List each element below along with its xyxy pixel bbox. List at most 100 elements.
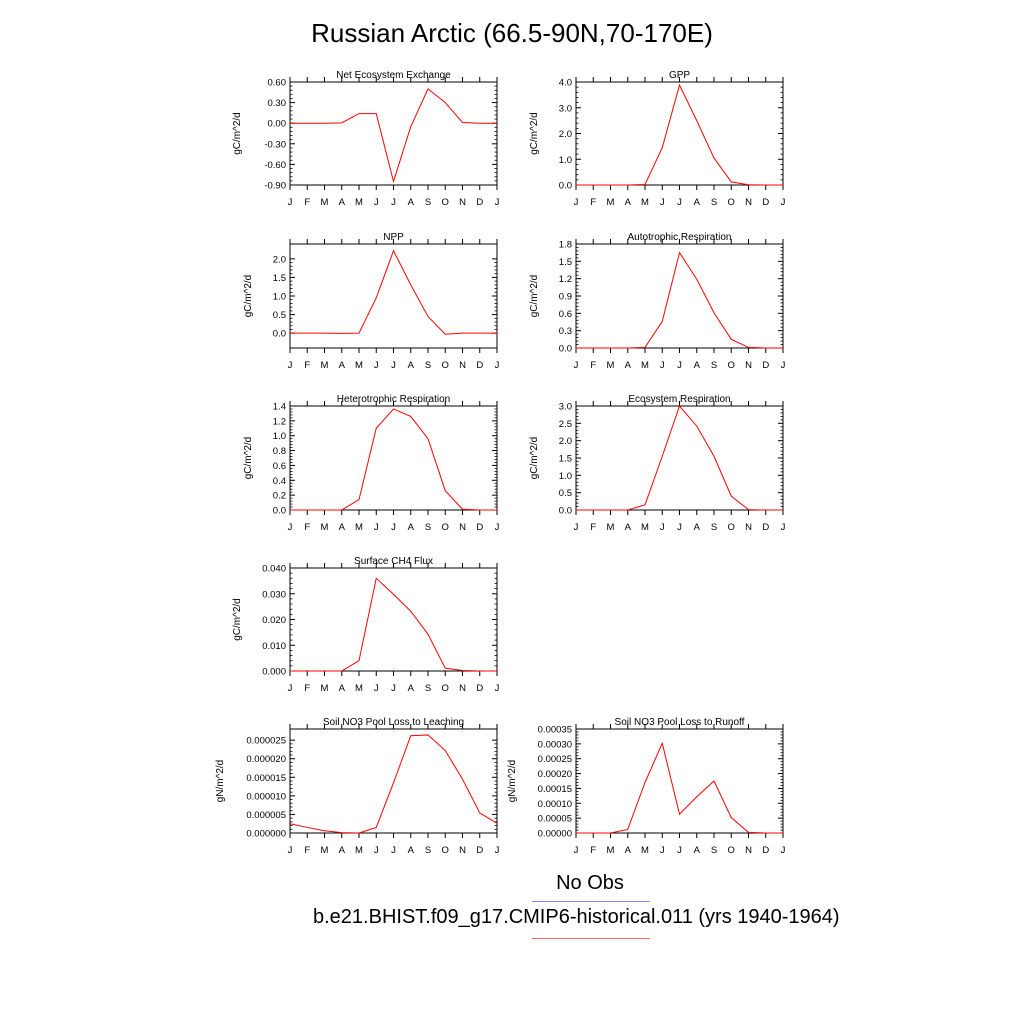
x-tick-label: N [745, 197, 752, 208]
x-tick-label: A [408, 845, 415, 856]
x-tick-label: M [355, 845, 363, 856]
y-tick-label: 0.0 [559, 506, 572, 517]
plot-frame [575, 728, 784, 834]
x-tick-label: F [304, 522, 310, 533]
y-axis-label: gC/m^2/d [529, 275, 540, 318]
y-axis-label: gN/m^2/d [215, 760, 226, 803]
y-axis-label: gN/m^2/d [507, 760, 518, 803]
x-tick-label: S [425, 522, 431, 533]
x-tick-label: J [677, 845, 682, 856]
x-tick-label: M [321, 360, 329, 371]
y-tick-label: 2.0 [559, 129, 572, 140]
plot-frame [575, 243, 784, 349]
x-tick-label: J [374, 522, 379, 533]
y-tick-label: 0.00010 [538, 799, 572, 810]
x-tick-label: F [590, 197, 596, 208]
x-tick-label: M [641, 197, 649, 208]
legend-obs-line [532, 901, 650, 902]
chart-panel-6: Ecosystem Respiration gC/m^2/d 0.0 0.5 1.0 1.… [529, 394, 785, 533]
x-tick-label: J [288, 845, 293, 856]
y-tick-label: 0.010 [262, 641, 286, 652]
x-tick-label: J [391, 683, 396, 694]
x-tick-label: N [459, 522, 466, 533]
x-tick-label: O [442, 360, 449, 371]
x-tick-label: J [574, 197, 579, 208]
x-tick-label: O [442, 522, 449, 533]
x-tick-label: J [288, 683, 293, 694]
plot-frame [289, 567, 498, 672]
x-tick-label: J [391, 845, 396, 856]
x-tick-label: N [459, 360, 466, 371]
x-tick-label: J [677, 522, 682, 533]
x-tick-label: M [607, 360, 615, 371]
y-tick-label: 0.00000 [538, 829, 572, 840]
x-tick-label: S [425, 197, 431, 208]
panel-title: Soil NO3 Pool Loss to Runoff [615, 717, 745, 728]
x-tick-label: A [339, 197, 346, 208]
plot-frame [289, 728, 498, 834]
x-tick-label: A [694, 845, 701, 856]
y-tick-label: 1.5 [273, 273, 286, 284]
y-tick-label: 0.9 [559, 292, 572, 303]
x-tick-label: D [476, 197, 483, 208]
x-tick-label: A [694, 360, 701, 371]
panel-title: Net Ecosystem Exchange [336, 70, 451, 81]
y-tick-label: 1.8 [559, 240, 572, 251]
x-tick-label: J [391, 197, 396, 208]
y-tick-label: 2.0 [559, 436, 572, 447]
x-tick-label: M [641, 522, 649, 533]
x-tick-label: N [745, 522, 752, 533]
x-tick-label: M [321, 845, 329, 856]
y-tick-label: 3.0 [559, 103, 572, 114]
x-tick-label: J [781, 197, 786, 208]
x-tick-label: N [459, 683, 466, 694]
y-tick-label: 0.00020 [538, 769, 572, 780]
y-tick-label: 1.5 [559, 257, 572, 268]
x-tick-label: J [374, 197, 379, 208]
y-tick-label: 1.0 [273, 292, 286, 303]
x-tick-label: J [374, 845, 379, 856]
y-tick-label: 0.2 [273, 491, 286, 502]
x-tick-label: A [408, 360, 415, 371]
x-tick-label: D [476, 683, 483, 694]
y-tick-label: 0.6 [273, 461, 286, 472]
x-tick-label: J [495, 197, 500, 208]
x-tick-label: M [355, 197, 363, 208]
y-tick-label: 2.0 [273, 254, 286, 265]
y-tick-label: 1.0 [559, 471, 572, 482]
series-line [576, 83, 783, 186]
x-tick-label: M [321, 683, 329, 694]
x-tick-label: A [625, 522, 632, 533]
panel-title: Surface CH4 Flux [354, 556, 433, 567]
x-tick-label: A [694, 522, 701, 533]
x-tick-label: D [762, 197, 769, 208]
x-tick-label: N [745, 845, 752, 856]
x-tick-label: A [625, 197, 632, 208]
x-tick-label: N [459, 845, 466, 856]
y-tick-label: 3.0 [559, 402, 572, 413]
x-tick-label: J [574, 845, 579, 856]
y-tick-label: 0.000 [262, 667, 286, 678]
x-tick-label: M [641, 845, 649, 856]
x-tick-label: J [677, 197, 682, 208]
y-tick-label: 0.000000 [246, 829, 286, 840]
plot-frame [289, 243, 498, 349]
y-tick-label: 0.030 [262, 589, 286, 600]
x-tick-label: J [391, 360, 396, 371]
series-line [290, 249, 497, 335]
x-tick-label: A [625, 845, 632, 856]
x-tick-label: J [781, 522, 786, 533]
y-tick-label: 1.0 [559, 155, 572, 166]
x-tick-label: J [495, 360, 500, 371]
y-tick-label: 1.4 [273, 402, 286, 413]
x-tick-label: A [625, 360, 632, 371]
x-tick-label: F [304, 360, 310, 371]
x-tick-label: O [442, 197, 449, 208]
panel-title: NPP [383, 232, 404, 243]
panel-title: Soil NO3 Pool Loss to Leaching [323, 717, 464, 728]
y-tick-label: 0.000005 [246, 810, 286, 821]
x-tick-label: J [781, 360, 786, 371]
y-tick-label: 2.5 [559, 419, 572, 430]
